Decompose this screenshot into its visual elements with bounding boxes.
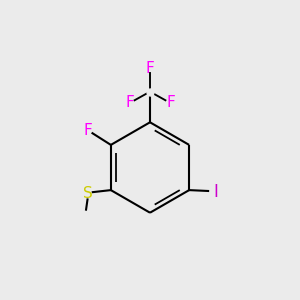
Text: I: I [213,183,218,201]
Text: F: F [146,61,154,76]
Text: F: F [125,95,134,110]
Text: S: S [82,185,92,200]
Text: F: F [166,95,175,110]
Text: F: F [84,123,92,138]
